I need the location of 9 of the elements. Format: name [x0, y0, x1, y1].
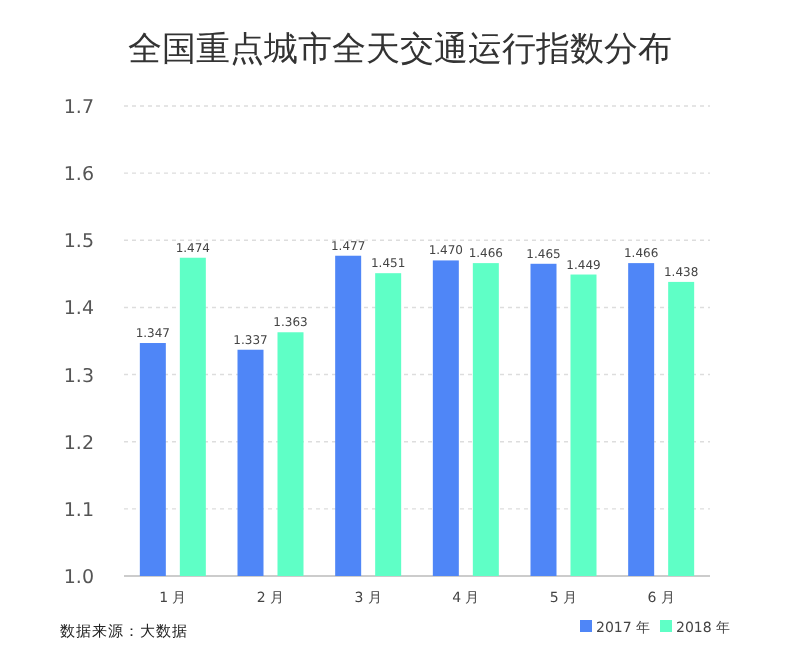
y-tick-label: 1.5	[63, 231, 94, 254]
y-tick-label: 1.0	[63, 567, 94, 589]
y-tick-label: 1.1	[63, 499, 94, 522]
y-tick-label: 1.7	[63, 97, 94, 119]
y-tick-label: 1.3	[63, 365, 94, 388]
chart-title: 全国重点城市全天交通运行指数分布	[128, 30, 672, 70]
y-tick-label: 1.2	[63, 432, 94, 455]
y-tick-label: 1.6	[63, 164, 94, 187]
y-tick-label: 1.4	[63, 298, 94, 321]
